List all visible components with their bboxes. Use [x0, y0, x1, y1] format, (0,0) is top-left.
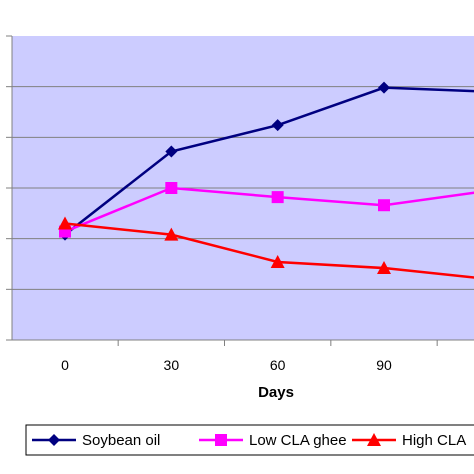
- data-point: [271, 119, 284, 132]
- series: [58, 216, 474, 279]
- data-point: [215, 434, 227, 446]
- data-point: [165, 145, 178, 158]
- data-point: [165, 182, 178, 194]
- x-tick-label: 60: [270, 357, 286, 373]
- data-point: [367, 433, 381, 446]
- legend-label: Soybean oil: [82, 432, 160, 449]
- legend-label: Low CLA ghee: [249, 432, 347, 449]
- gridlines: [12, 86, 474, 290]
- legend-entry: Low CLA ghee: [199, 432, 347, 449]
- x-ticks: [117, 340, 438, 346]
- legend-entry: High CLA: [352, 432, 466, 449]
- x-tick-labels: 0 30 60 90: [61, 357, 392, 373]
- x-axis-title: Days: [258, 384, 294, 401]
- legend: Soybean oil Low CLA ghee High CLA: [25, 424, 474, 456]
- data-point: [378, 81, 390, 94]
- data-point: [270, 254, 285, 268]
- data-point: [48, 434, 60, 446]
- data-point: [164, 227, 179, 241]
- data-point: [378, 199, 390, 212]
- data-point: [377, 261, 391, 275]
- data-point: [58, 216, 72, 230]
- legend-items: Soybean oil Low CLA ghee High CLA: [32, 432, 466, 449]
- legend-entry: Soybean oil: [32, 432, 160, 449]
- x-tick-label: 30: [164, 357, 180, 373]
- data-point: [271, 191, 284, 204]
- x-tick-label: 90: [376, 357, 392, 373]
- y-ticks: [6, 35, 12, 341]
- x-tick-label: 0: [61, 357, 69, 373]
- legend-box: [25, 424, 474, 456]
- series-group: [58, 81, 474, 279]
- legend-label: High CLA: [402, 432, 466, 449]
